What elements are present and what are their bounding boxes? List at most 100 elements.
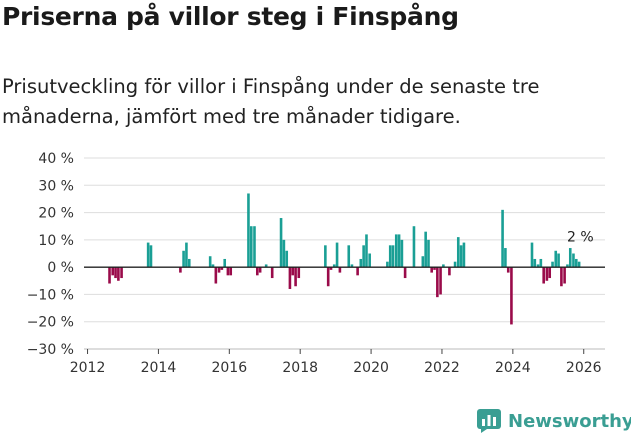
bar <box>256 267 259 276</box>
bar <box>510 267 513 325</box>
bar <box>530 242 534 268</box>
newsworthy-brand[interactable]: Newsworthy <box>477 408 631 434</box>
bar <box>506 267 510 273</box>
bar <box>329 267 333 270</box>
bar <box>574 258 578 268</box>
bar <box>557 253 560 268</box>
x-tick-label: 2012 <box>70 360 106 376</box>
bar <box>391 245 395 268</box>
bar <box>427 239 430 268</box>
y-tick-label: −10 % <box>27 287 74 303</box>
bar <box>356 267 359 276</box>
bar <box>533 258 537 268</box>
bar <box>294 267 297 287</box>
y-tick-label: −30 % <box>27 342 74 358</box>
bar <box>456 237 460 268</box>
bar <box>249 226 253 268</box>
bar <box>149 245 153 268</box>
bar <box>448 267 451 276</box>
grid-lines <box>84 157 605 350</box>
y-tick-label: 30 % <box>38 178 74 194</box>
bars <box>108 193 581 325</box>
bar <box>442 264 445 268</box>
bar <box>332 264 336 268</box>
bar <box>539 258 543 268</box>
bar <box>388 245 392 268</box>
bar <box>285 250 289 268</box>
bar <box>179 267 182 273</box>
bar <box>568 248 572 268</box>
bar <box>214 267 218 284</box>
bar <box>412 226 416 268</box>
x-tick-label: 2026 <box>566 360 602 376</box>
bar <box>108 267 111 284</box>
bar <box>208 256 212 268</box>
bar <box>400 239 404 268</box>
bar <box>117 267 120 281</box>
bar <box>220 267 224 270</box>
bar <box>350 264 354 268</box>
bar <box>182 250 185 268</box>
bar <box>542 267 545 284</box>
chart-subtitle: Prisutveckling för villor i Finspång und… <box>2 75 540 128</box>
bar <box>362 245 365 268</box>
y-axis: 40 % 30 % 20 % 10 % 0 % −10 % −20 % −30 % <box>27 151 74 358</box>
x-tick-label: 2016 <box>211 360 247 376</box>
bar <box>247 193 250 268</box>
bar <box>253 226 256 268</box>
latest-value-label: 2 % <box>567 230 594 246</box>
brand-name: Newsworthy <box>508 410 631 432</box>
x-tick-label: 2014 <box>141 360 177 376</box>
bar <box>326 267 330 287</box>
bar <box>501 209 504 268</box>
y-tick-label: 40 % <box>38 151 74 167</box>
bar <box>338 267 342 273</box>
y-tick-label: 20 % <box>38 206 74 222</box>
bar <box>335 242 339 268</box>
bar <box>120 267 123 279</box>
bar <box>282 239 286 268</box>
bar <box>424 231 427 268</box>
bar <box>270 267 274 279</box>
newsworthy-logo-icon <box>477 409 501 433</box>
bar <box>368 253 371 268</box>
bar <box>560 267 563 287</box>
bar <box>365 234 368 268</box>
bar <box>577 261 581 268</box>
bar <box>551 261 554 268</box>
bar <box>258 267 262 273</box>
bar <box>566 264 569 268</box>
bar <box>386 261 389 268</box>
bar <box>111 267 115 276</box>
bar <box>279 218 283 268</box>
bar <box>433 267 436 270</box>
x-tick-label: 2022 <box>424 360 460 376</box>
x-tick-label: 2018 <box>282 360 318 376</box>
bar <box>264 264 268 268</box>
bar <box>347 245 351 268</box>
bar <box>146 242 150 268</box>
bar <box>229 267 233 276</box>
bar <box>436 267 439 298</box>
bar <box>394 234 398 268</box>
x-tick-label: 2024 <box>495 360 531 376</box>
bar <box>288 267 292 289</box>
bar <box>291 267 295 276</box>
bar <box>421 256 425 268</box>
bar <box>324 245 327 268</box>
bar <box>397 234 401 268</box>
bar-chart: 2012 2014 2016 2018 2020 2022 2024 2026 40 % 30 … <box>27 151 605 376</box>
y-tick-label: 0 % <box>47 260 74 276</box>
bar <box>462 242 466 268</box>
bar <box>430 267 433 273</box>
bar <box>536 264 540 268</box>
x-axis: 2012 2014 2016 2018 2020 2022 2024 2026 <box>70 348 605 376</box>
bar <box>572 253 575 268</box>
y-tick-label: 10 % <box>38 233 74 249</box>
bar <box>453 261 457 268</box>
bar <box>211 264 215 268</box>
bar <box>297 267 301 279</box>
bar <box>554 250 558 268</box>
bar <box>563 267 566 284</box>
bar <box>223 258 227 268</box>
